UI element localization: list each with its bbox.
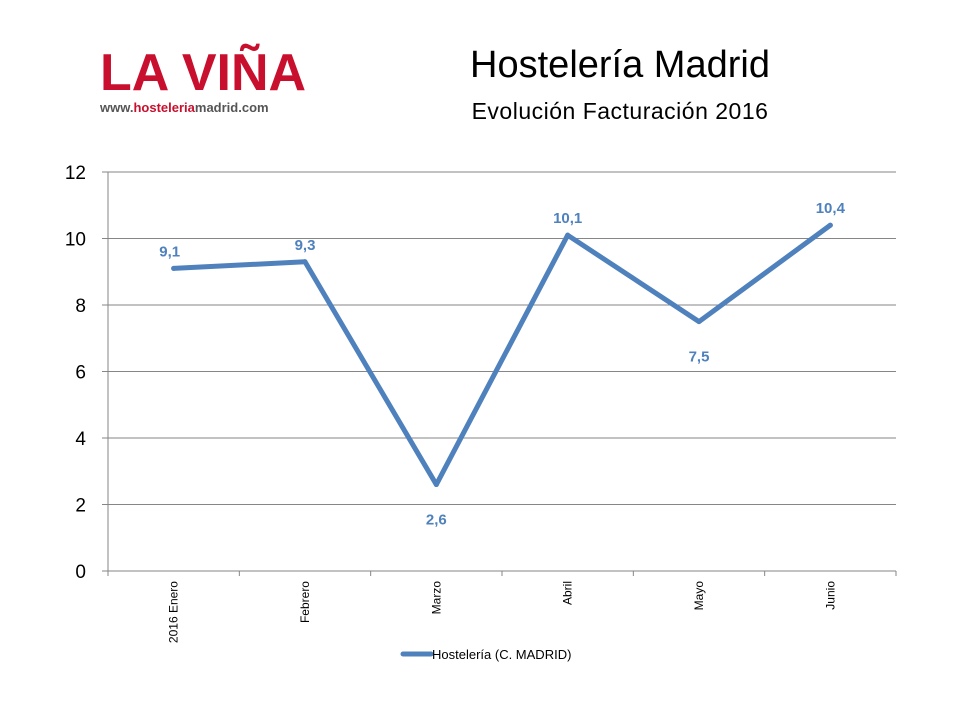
data-label: 7,5 [689, 349, 710, 366]
y-tick-label: 12 [65, 163, 86, 184]
chart-title: Hostelería Madrid [470, 44, 770, 86]
data-point [696, 319, 702, 325]
legend-label: Hostelería (C. MADRID) [432, 647, 571, 662]
logo-url-highlight: hosteleria [133, 100, 195, 115]
x-tick-label: 2016 Enero [167, 581, 181, 643]
data-label: 9,1 [159, 243, 180, 260]
data-point [171, 265, 177, 271]
x-tick-label: Junio [823, 581, 837, 610]
logo-brand-text: LA VIÑA [100, 44, 307, 102]
y-tick-label: 6 [75, 363, 86, 384]
x-tick-label: Febrero [298, 581, 312, 623]
x-tick-label: Mayo [692, 581, 706, 611]
logo-url-prefix: www. [100, 100, 134, 115]
data-point [433, 482, 439, 488]
y-tick-label: 0 [75, 562, 86, 583]
data-point [302, 259, 308, 265]
data-label: 10,4 [816, 200, 846, 217]
data-point [565, 232, 571, 238]
logo-url-suffix: madrid.com [194, 100, 269, 115]
data-label: 9,3 [295, 237, 316, 254]
y-tick-label: 2 [75, 496, 86, 517]
data-point [827, 222, 833, 228]
logo-url: www.hosteleriamadrid.com [100, 100, 330, 115]
y-tick-label: 8 [75, 296, 86, 317]
y-tick-label: 10 [65, 230, 86, 251]
chart-subtitle: Evolución Facturación 2016 [471, 98, 769, 124]
data-label: 10,1 [553, 210, 582, 227]
y-tick-label: 4 [75, 429, 86, 450]
data-label: 2,6 [426, 512, 447, 529]
brand-logo: LA VIÑA www.hosteleriamadrid.com [100, 44, 330, 115]
x-tick-label: Abril [561, 581, 575, 605]
x-tick-label: Marzo [429, 581, 443, 615]
series-line [171, 222, 833, 488]
